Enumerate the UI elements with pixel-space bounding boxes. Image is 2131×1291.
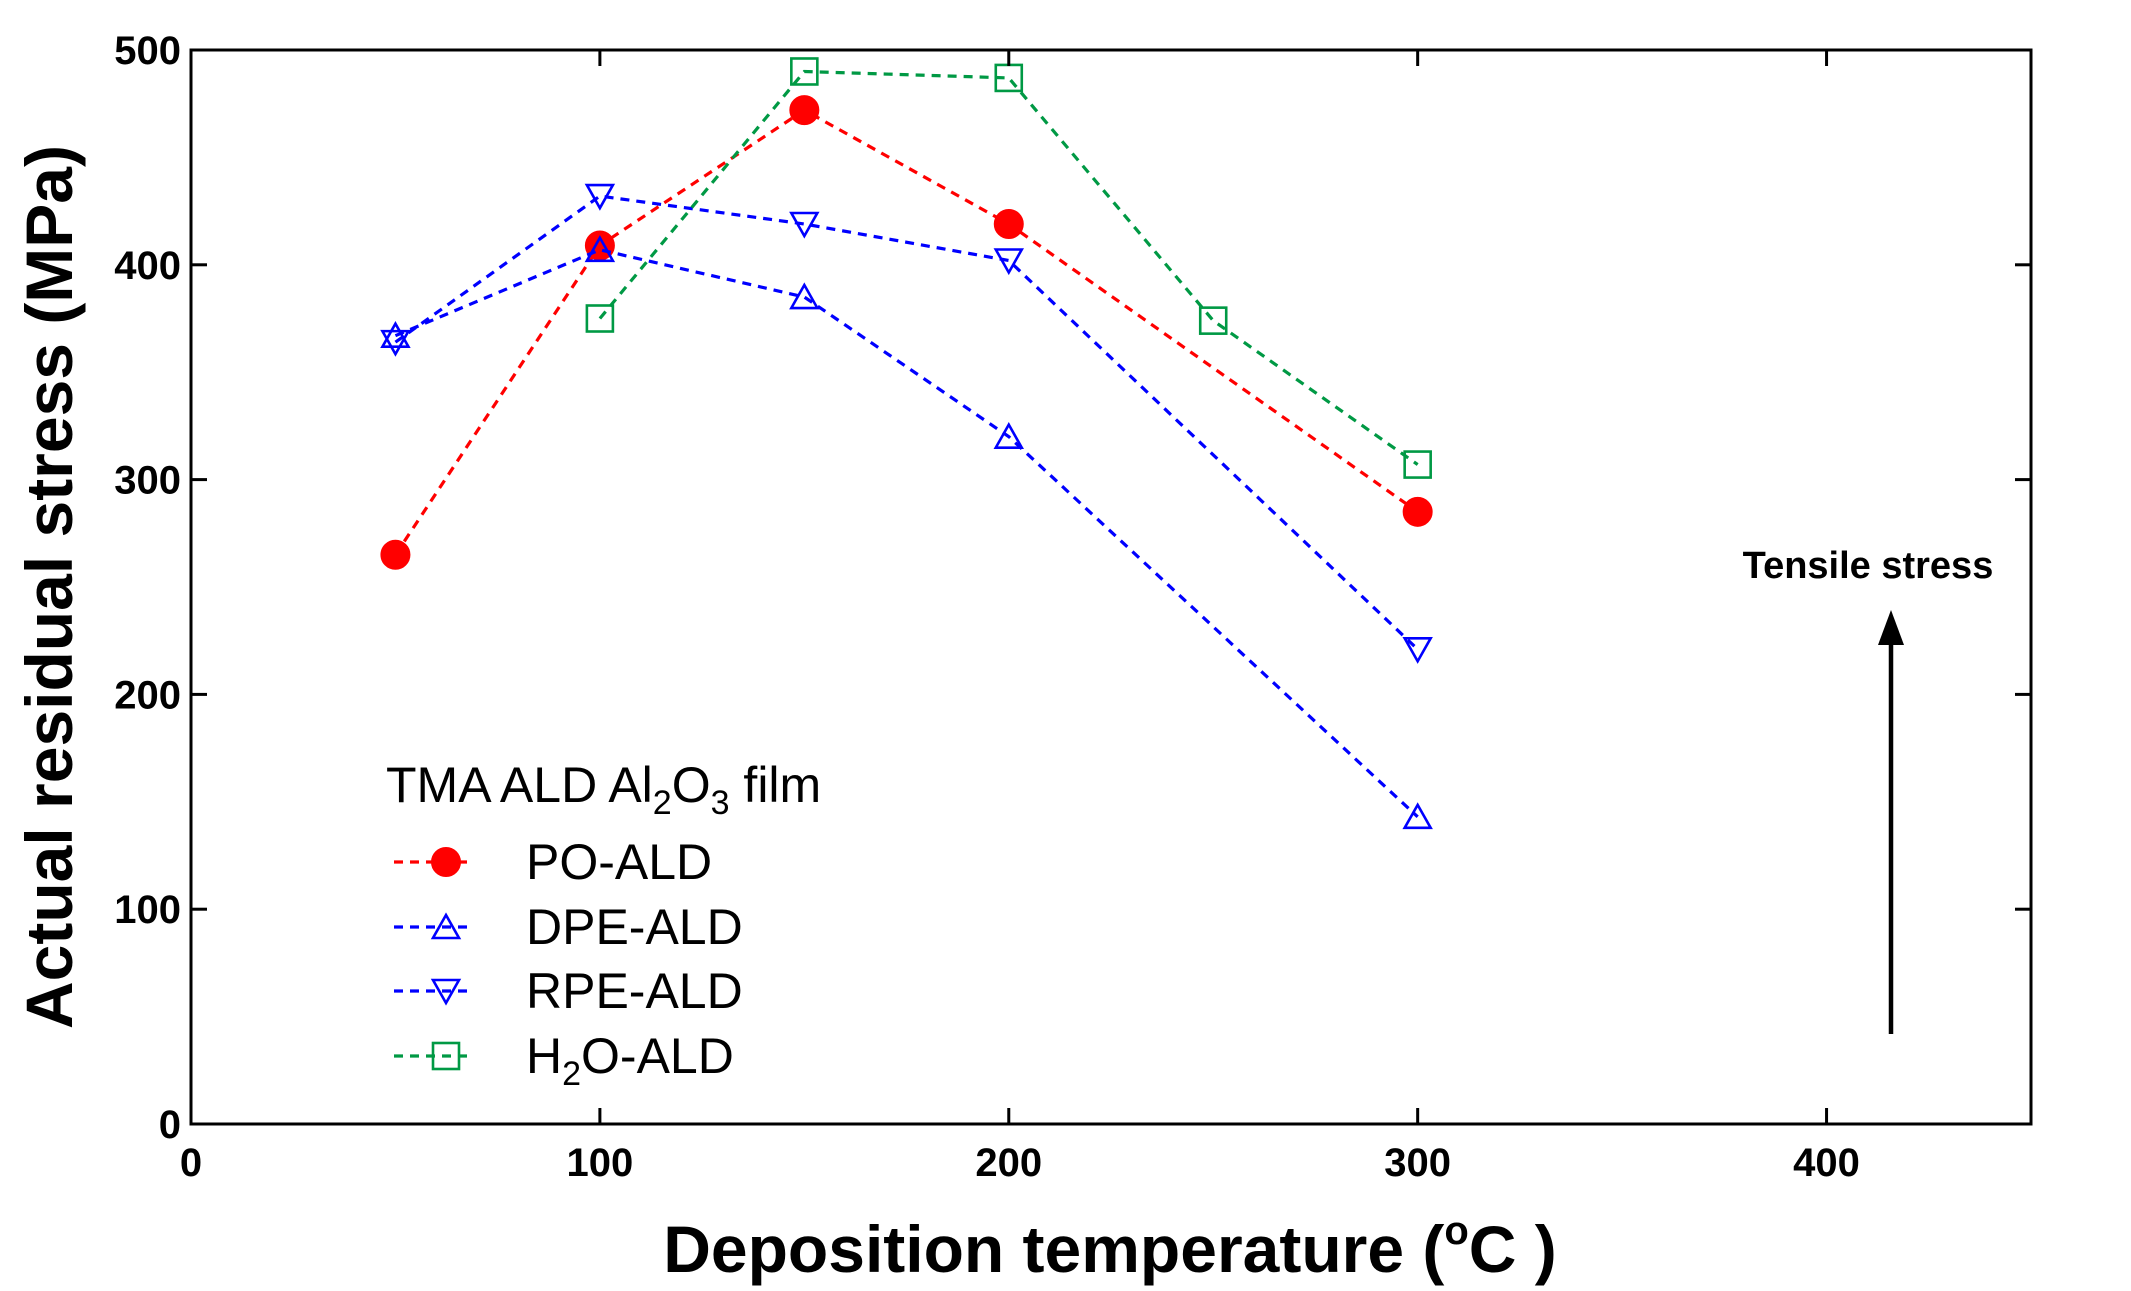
series-layer <box>380 57 1433 830</box>
legend-label: RPE-ALD <box>526 963 743 1019</box>
data-point <box>790 57 819 86</box>
data-point <box>993 248 1025 276</box>
data-point <box>1198 306 1228 335</box>
series-line <box>394 108 1419 556</box>
legend-marker <box>431 1041 461 1071</box>
x-axis-title: Deposition temperature (oC ) <box>663 1209 1557 1286</box>
y-axis-title: Actual residual stress (MPa) <box>12 145 86 1029</box>
legend-item: DPE-ALD <box>394 899 743 955</box>
legend: TMA ALD Al2O3 film PO-ALD DPE-ALD RPE-ALD H2… <box>386 757 821 1093</box>
series-po-ald <box>380 95 1433 570</box>
x-tick-label: 300 <box>1384 1141 1451 1185</box>
data-point <box>1403 450 1432 479</box>
x-tick-label: 400 <box>1793 1141 1860 1185</box>
data-point <box>1402 636 1433 664</box>
y-tick-label: 500 <box>114 29 181 73</box>
series-rpe-ald <box>380 183 1433 664</box>
series-dpe-ald <box>380 235 1433 830</box>
y-tick-label: 0 <box>159 1103 181 1147</box>
series-line <box>394 194 1419 651</box>
plot-frame <box>189 48 2033 1126</box>
x-tick-label: 200 <box>975 1141 1042 1185</box>
data-point <box>585 304 615 333</box>
data-point <box>993 421 1025 449</box>
legend-item: RPE-ALD <box>394 963 743 1019</box>
x-tick-label: 0 <box>180 1141 202 1185</box>
legend-title: TMA ALD Al2O3 film <box>386 757 821 822</box>
y-tick-label: 400 <box>114 244 181 288</box>
data-point <box>789 95 820 126</box>
legend-label: H2O-ALD <box>526 1028 734 1093</box>
x-tick-label: 100 <box>567 1141 634 1185</box>
y-tick-label: 100 <box>114 888 181 932</box>
axes-layer: 0 100 200 300 400 0 100 200 300 400 500 Deposition … <box>12 29 2033 1286</box>
data-point <box>584 235 616 263</box>
series-line <box>598 69 1419 466</box>
data-point <box>380 539 411 570</box>
data-point <box>380 321 411 348</box>
data-point <box>993 208 1024 239</box>
data-point <box>380 329 411 357</box>
data-point <box>1402 802 1433 830</box>
legend-marker <box>431 847 461 877</box>
legend-item: PO-ALD <box>394 834 712 890</box>
annotation-layer: Tensile stress <box>1743 545 1994 1034</box>
legend-label: PO-ALD <box>526 834 712 890</box>
series-line <box>394 248 1419 819</box>
legend-marker <box>430 978 462 1006</box>
legend-label: DPE-ALD <box>526 899 743 955</box>
data-point <box>1402 496 1433 527</box>
data-point <box>789 282 820 310</box>
annotation-text: Tensile stress <box>1743 545 1994 587</box>
data-point <box>584 183 616 211</box>
y-tick-label: 300 <box>114 459 181 503</box>
series-h2o-ald <box>585 57 1432 479</box>
legend-item: H2O-ALD <box>394 1028 734 1093</box>
annotation-arrow-head <box>1878 610 1904 645</box>
y-tick-label: 200 <box>114 673 181 717</box>
legend-marker <box>430 912 462 940</box>
data-point <box>789 211 820 239</box>
